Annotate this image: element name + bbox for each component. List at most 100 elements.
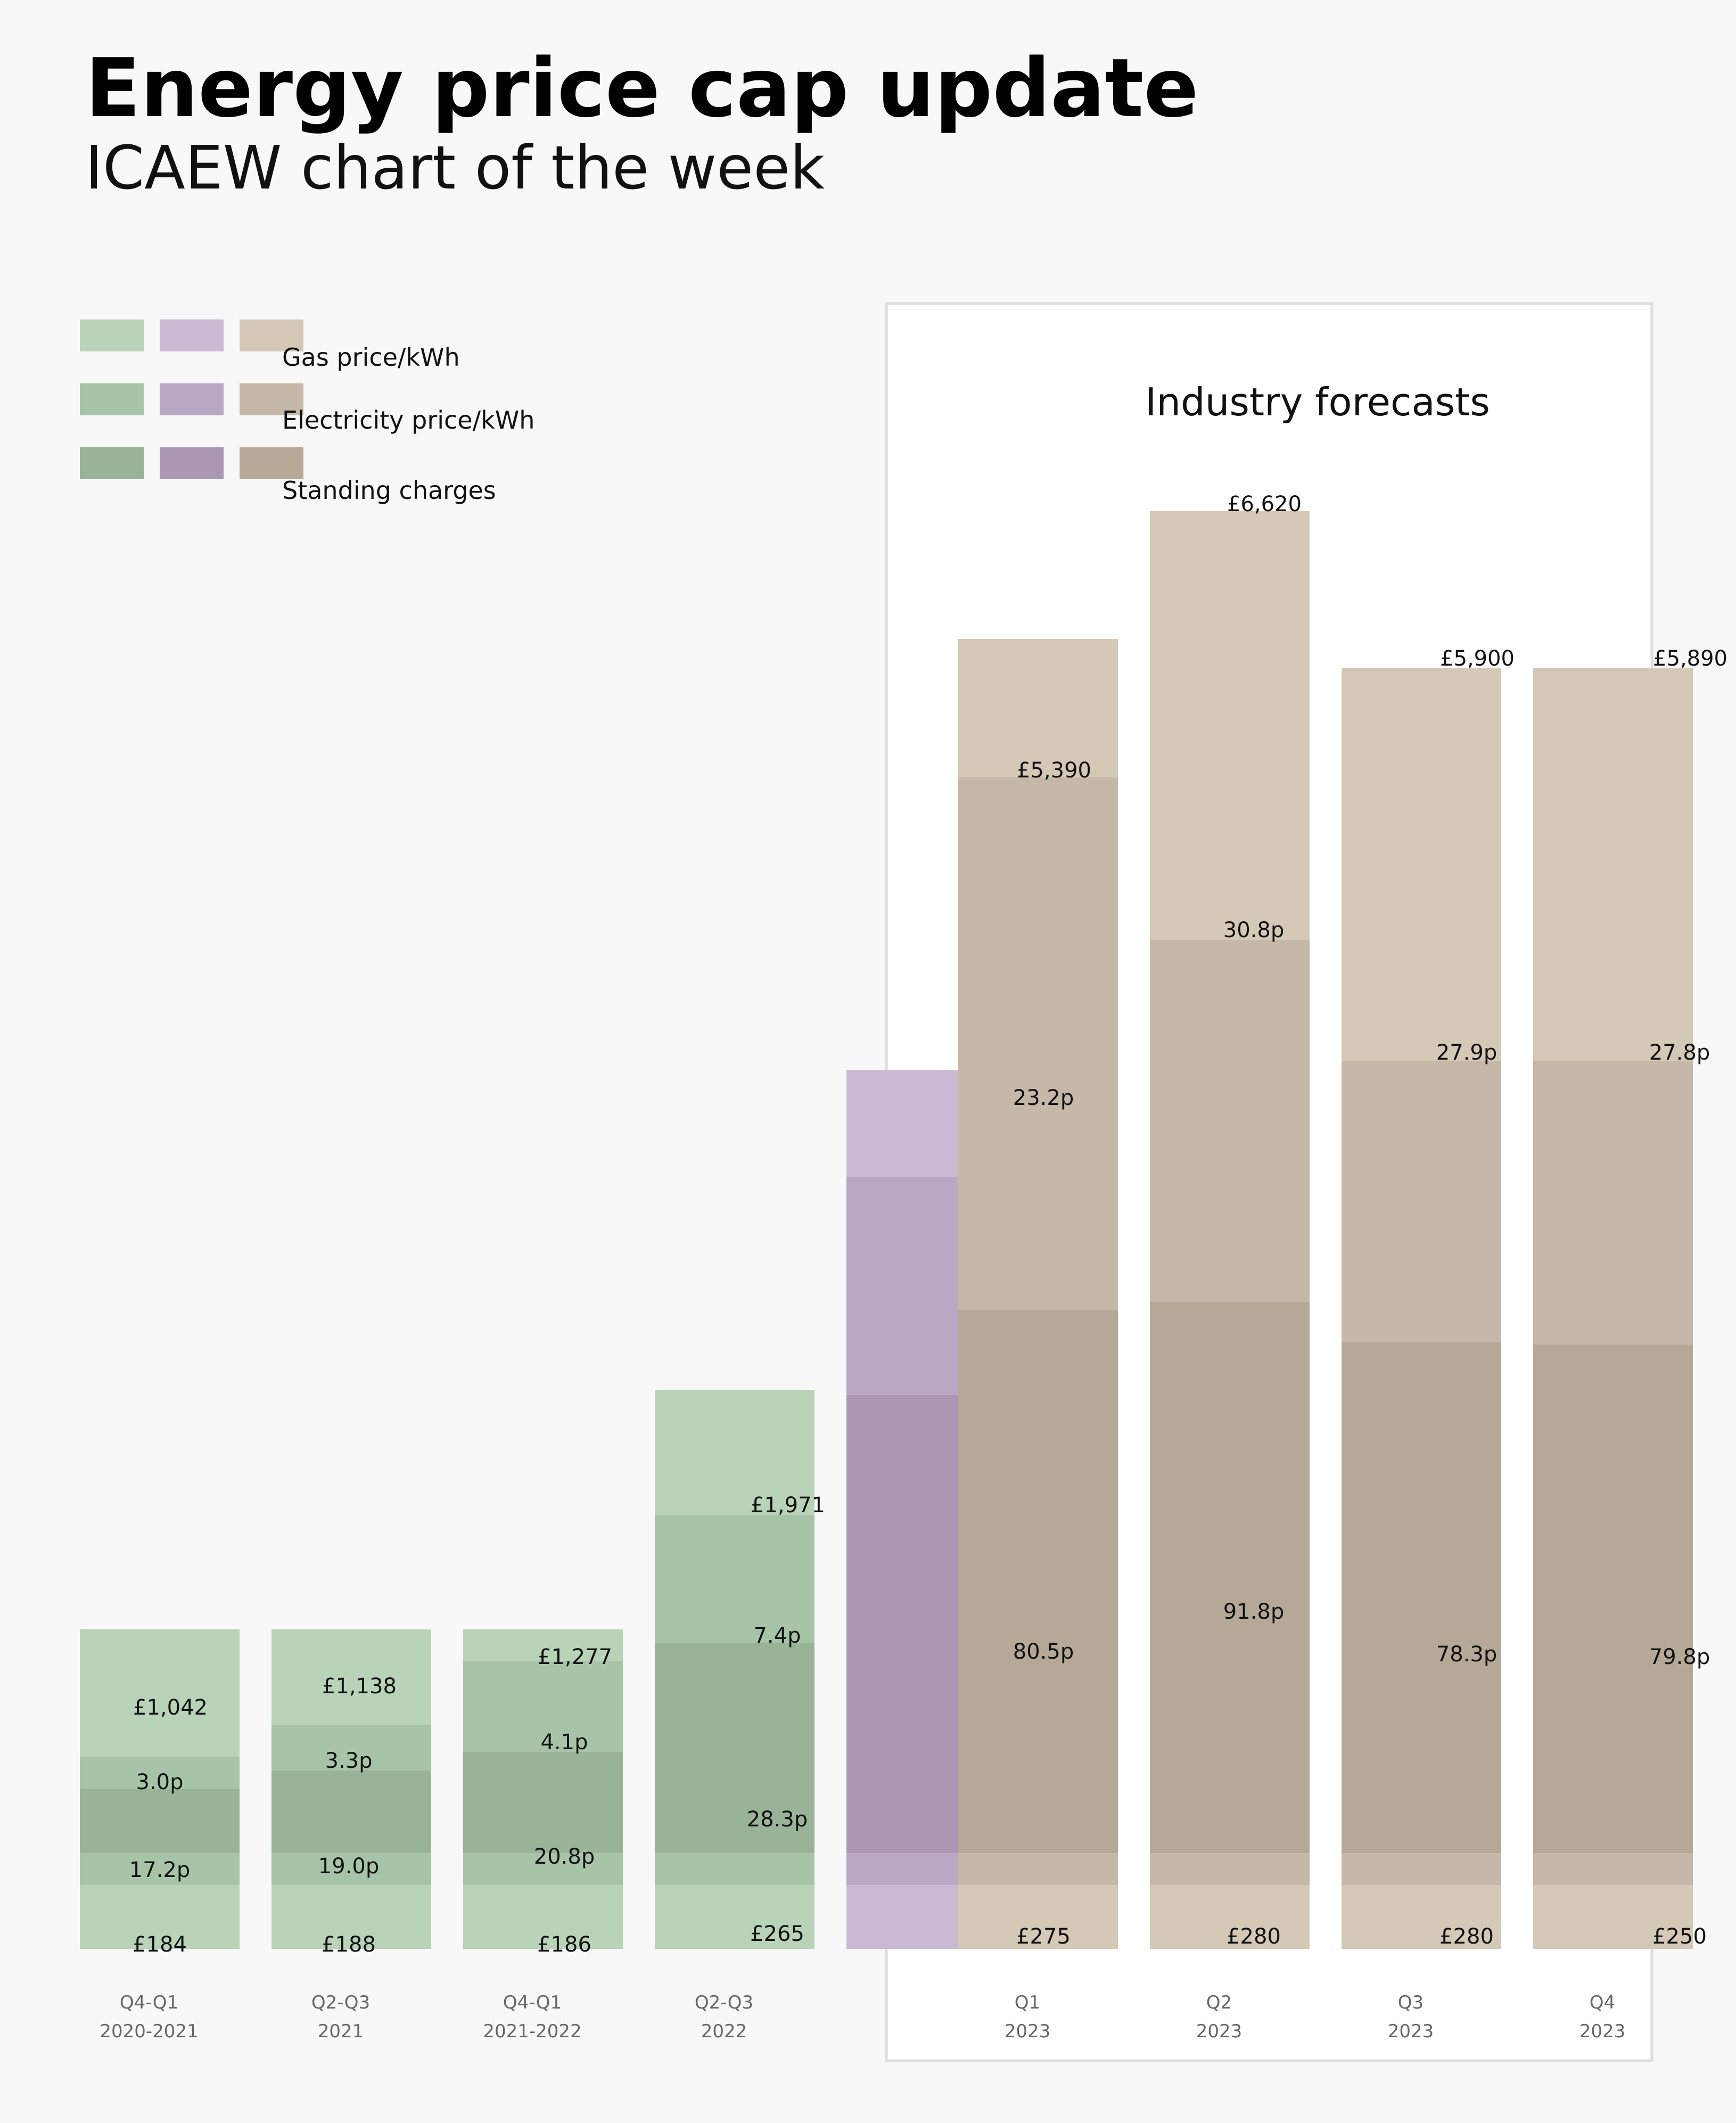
chart-title: Energy price cap update [85, 41, 1199, 135]
gas-price-label: 27.9p [1436, 1040, 1497, 1065]
bar-bill-segment [1533, 668, 1693, 1061]
standing-charge-label: £188 [322, 1932, 376, 1957]
electricity-price-label: 17.2p [129, 1858, 190, 1882]
standing-charge-label: £184 [133, 1932, 187, 1957]
bar-bill-segment [463, 1629, 623, 1661]
legend-swatch [160, 383, 224, 415]
legend-swatch [240, 319, 303, 351]
bar-gas-segment [1533, 1061, 1693, 1345]
bar-electricity-segment [958, 1310, 1118, 1853]
x-tick-label: Q2-Q3 [695, 1992, 753, 2013]
gas-price-label: 27.8p [1649, 1040, 1710, 1065]
legend-swatch [80, 319, 144, 351]
bar-standing-segment [80, 1885, 240, 1949]
bar-electricity-low-segment [463, 1853, 623, 1885]
bar-electricity-segment [1150, 1302, 1310, 1853]
bar-standing-segment [958, 1885, 1118, 1949]
x-tick-label: Q2 [1206, 1992, 1232, 2013]
standing-charge-label: £280 [1227, 1924, 1281, 1949]
legend-swatch [240, 383, 303, 415]
bar-bill-segment [271, 1629, 431, 1725]
annual-bill-label: £1,971 [751, 1493, 825, 1518]
bar-electricity-low-segment [1150, 1853, 1310, 1885]
x-tick-label: 2023 [1005, 2021, 1051, 2042]
bar-bill-segment [1150, 511, 1310, 940]
electricity-price-label: 78.3p [1436, 1642, 1497, 1667]
bar-gas-segment [655, 1515, 814, 1643]
electricity-price-label: 79.8p [1649, 1645, 1710, 1669]
bar-standing-segment [463, 1885, 623, 1949]
x-tick-label: 2022 [701, 2021, 747, 2042]
x-tick-label: Q4 [1590, 1992, 1615, 2013]
bar-standing-segment [1533, 1885, 1693, 1949]
x-tick-label: Q4-Q1 [120, 1992, 178, 2013]
standing-charge-label: £280 [1439, 1924, 1494, 1949]
x-tick-label: 2023 [1388, 2021, 1434, 2042]
x-tick-label: Q4-Q1 [503, 1992, 562, 2013]
legend-swatch [80, 383, 144, 415]
bar-gas-segment [463, 1661, 623, 1752]
bar-electricity-low-segment [1342, 1853, 1501, 1885]
annual-bill-label: £6,620 [1227, 492, 1302, 517]
bar-electricity-segment [463, 1752, 623, 1853]
bar-standing-segment [1342, 1885, 1501, 1949]
annual-bill-label: £5,890 [1653, 646, 1727, 671]
x-tick-label: Q1 [1015, 1992, 1040, 2013]
bar-standing-segment [1150, 1885, 1310, 1949]
bar-standing-segment [271, 1885, 431, 1949]
x-tick-label: 2021-2022 [483, 2021, 581, 2042]
bar-gas-segment [80, 1757, 240, 1789]
annual-bill-label: £5,900 [1440, 646, 1515, 671]
x-tick-label: 2023 [1579, 2021, 1626, 2042]
gas-price-label: 7.4p [753, 1624, 801, 1648]
legend-swatch [80, 447, 144, 479]
gas-price-label: 30.8p [1223, 918, 1284, 942]
forecast-panel-title: Industry forecasts [1145, 380, 1490, 424]
electricity-price-label: 20.8p [534, 1845, 595, 1869]
legend-swatch [160, 319, 224, 351]
bar-electricity-low-segment [958, 1853, 1118, 1885]
annual-bill-label: £1,042 [133, 1695, 208, 1720]
bar-electricity-segment [655, 1643, 814, 1853]
legend-swatch [160, 447, 224, 479]
bar-electricity-segment [271, 1770, 431, 1853]
electricity-price-label: 19.0p [318, 1854, 379, 1879]
bar-gas-segment [958, 777, 1118, 1310]
bar-gas-segment [1150, 940, 1310, 1302]
gas-price-label: 4.1p [540, 1730, 588, 1755]
standing-charge-label: £186 [537, 1932, 591, 1957]
bar-electricity-segment [1533, 1345, 1693, 1853]
bar-bill-segment [958, 639, 1118, 777]
x-tick-label: Q2-Q3 [311, 1992, 370, 2013]
bar-electricity-low-segment [655, 1853, 814, 1885]
gas-price-label: 3.0p [136, 1770, 183, 1794]
standing-charge-label: £275 [1016, 1924, 1071, 1949]
bar-bill-segment [1342, 668, 1501, 1061]
bar-bill-segment [655, 1390, 814, 1515]
gas-price-label: 3.3p [325, 1749, 372, 1773]
bar-electricity-low-segment [80, 1853, 240, 1885]
legend-label: Electricity price/kWh [282, 406, 534, 435]
bar-bill-segment [80, 1629, 240, 1757]
x-tick-label: Q3 [1398, 1992, 1424, 2013]
legend-swatch [240, 447, 303, 479]
bar-gas-segment [1342, 1061, 1501, 1342]
chart-subtitle: ICAEW chart of the week [85, 134, 825, 203]
electricity-price-label: 80.5p [1013, 1640, 1074, 1664]
annual-bill-label: £1,138 [322, 1674, 397, 1699]
bar-standing-segment [655, 1885, 814, 1949]
gas-price-label: 23.2p [1013, 1086, 1074, 1110]
annual-bill-label: £5,390 [1017, 758, 1091, 783]
x-tick-label: 2020-2021 [100, 2021, 198, 2042]
bar-gas-segment [271, 1725, 431, 1770]
x-tick-label: 2021 [318, 2021, 364, 2042]
legend-label: Standing charges [282, 476, 496, 505]
standing-charge-label: £265 [750, 1922, 804, 1946]
bar-electricity-segment [80, 1789, 240, 1853]
bar-electricity-low-segment [1533, 1853, 1693, 1885]
electricity-price-label: 91.8p [1223, 1600, 1284, 1624]
legend-label: Gas price/kWh [282, 343, 460, 372]
electricity-price-label: 28.3p [747, 1807, 808, 1832]
bar-electricity-segment [1342, 1342, 1501, 1853]
